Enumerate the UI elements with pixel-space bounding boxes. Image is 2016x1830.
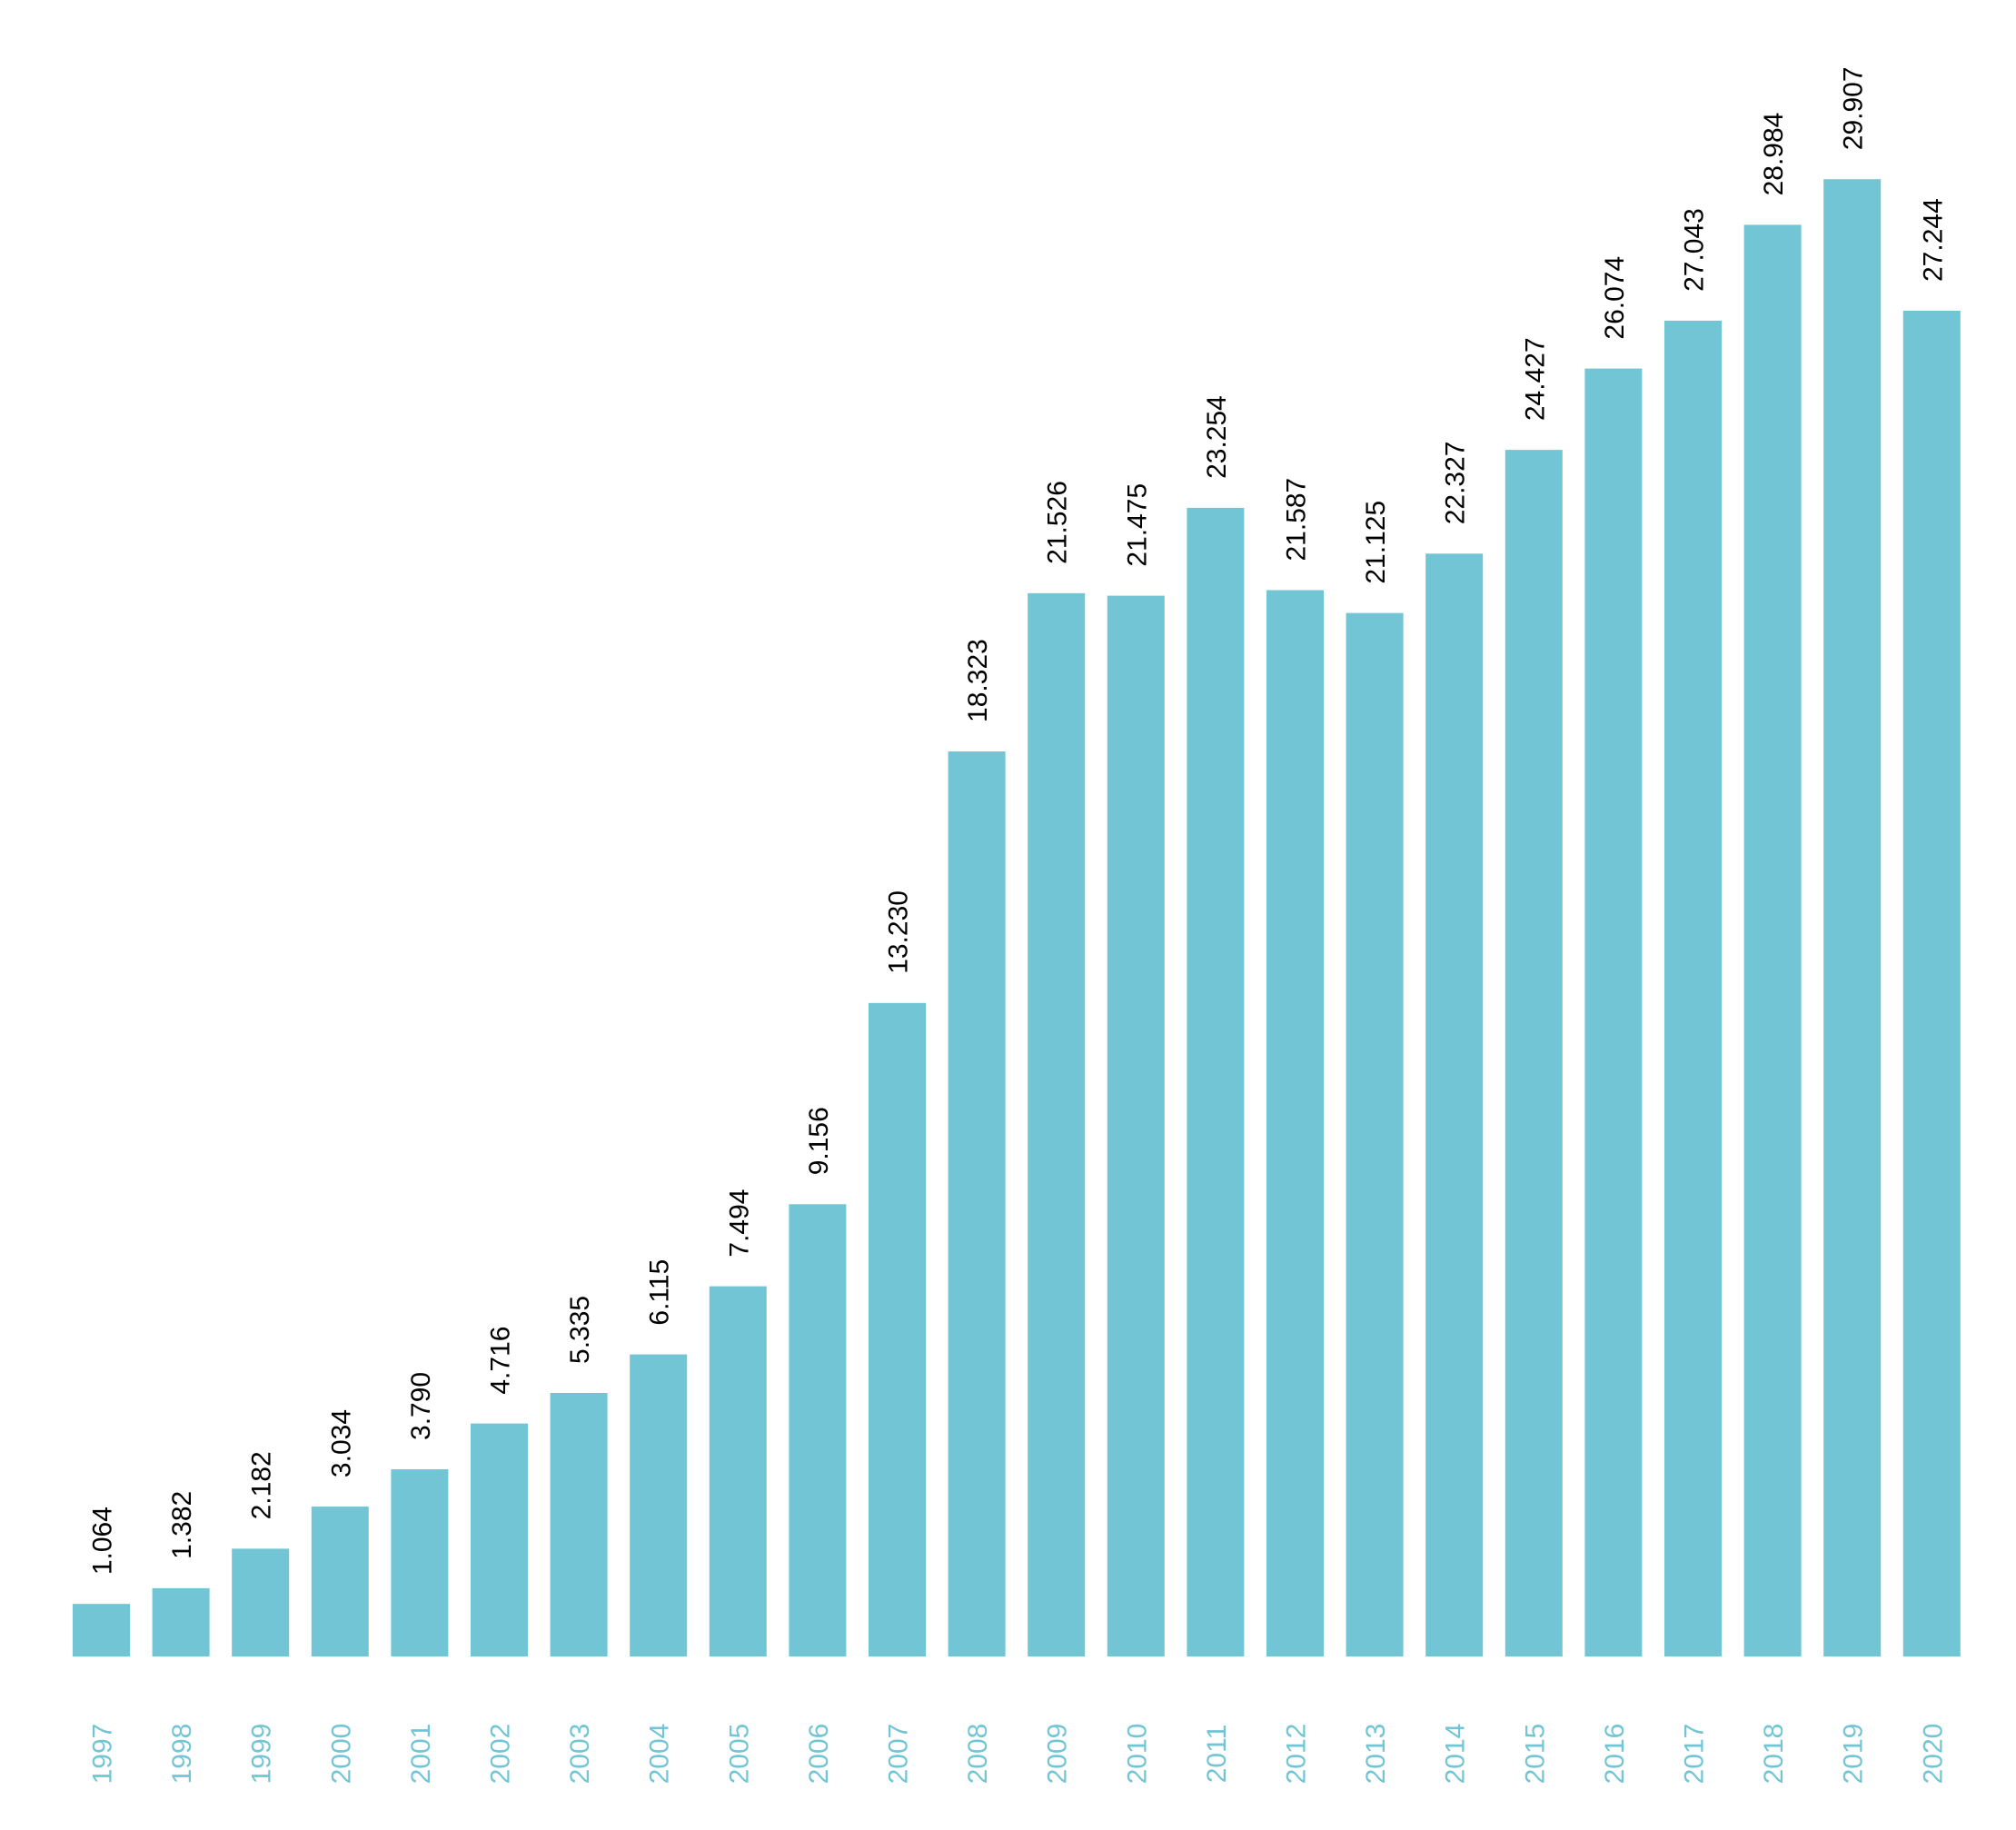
- x-tick-label-2001: 2001: [406, 1724, 436, 1785]
- bar-2008: [948, 751, 1006, 1656]
- x-tick-labels-group: 1997 1998 1999 2000 2001 2002 2003 2004 2005 2006…: [88, 1724, 1949, 1785]
- x-tick-label-2009: 2009: [1043, 1724, 1073, 1785]
- bar-2001: [391, 1468, 449, 1656]
- x-tick-label-2006: 2006: [804, 1724, 834, 1785]
- bar-2000: [311, 1507, 369, 1656]
- x-tick-label-2012: 2012: [1282, 1724, 1312, 1785]
- x-tick-label-2004: 2004: [645, 1724, 675, 1785]
- value-label-2013: 21.125: [1361, 501, 1391, 584]
- value-label-2018: 28.984: [1759, 113, 1789, 196]
- x-tick-label-2019: 2019: [1839, 1724, 1869, 1785]
- bar-1997: [73, 1604, 130, 1656]
- bar-2010: [1107, 595, 1165, 1656]
- bar-2013: [1346, 612, 1404, 1657]
- value-label-2009: 21.526: [1043, 481, 1073, 564]
- value-label-1999: 2.182: [247, 1451, 277, 1519]
- bar-1999: [232, 1548, 290, 1656]
- bar-2003: [550, 1392, 608, 1656]
- bar-2020: [1902, 310, 1961, 1656]
- x-tick-label-2007: 2007: [884, 1724, 914, 1785]
- x-tick-label-2015: 2015: [1520, 1724, 1550, 1785]
- bar-2014: [1425, 553, 1484, 1657]
- bar-2012: [1266, 590, 1324, 1656]
- x-tick-label-2002: 2002: [486, 1724, 516, 1785]
- bars-group: [73, 179, 1961, 1657]
- value-label-2001: 3.790: [406, 1372, 436, 1440]
- x-tick-label-2013: 2013: [1361, 1724, 1391, 1785]
- x-tick-label-1997: 1997: [88, 1724, 118, 1785]
- value-label-2017: 27.043: [1680, 208, 1710, 292]
- bar-2018: [1743, 224, 1802, 1656]
- bar-2004: [630, 1354, 688, 1656]
- value-label-2015: 24.427: [1520, 337, 1550, 421]
- value-label-2003: 5.335: [565, 1296, 595, 1364]
- value-label-2012: 21.587: [1282, 478, 1312, 562]
- x-tick-label-2011: 2011: [1202, 1725, 1232, 1784]
- value-label-2010: 21.475: [1122, 483, 1152, 567]
- bar-2006: [789, 1204, 847, 1656]
- value-label-2006: 9.156: [804, 1107, 834, 1175]
- value-label-2011: 23.254: [1202, 395, 1232, 479]
- x-tick-label-2003: 2003: [565, 1724, 595, 1785]
- value-label-2008: 18.323: [963, 639, 993, 722]
- value-label-2020: 27.244: [1918, 198, 1948, 282]
- x-tick-label-2010: 2010: [1122, 1724, 1152, 1785]
- value-label-2019: 29.907: [1839, 66, 1869, 150]
- value-labels-group: 1.064 1.382 2.182 3.034 3.790 4.716 5.335 6.115…: [88, 66, 1949, 1575]
- x-tick-label-2005: 2005: [724, 1724, 754, 1785]
- bar-1998: [152, 1587, 210, 1656]
- bar-2009: [1028, 592, 1086, 1656]
- value-label-2016: 26.074: [1600, 256, 1630, 340]
- bar-2015: [1505, 450, 1563, 1656]
- x-tick-label-2000: 2000: [326, 1724, 356, 1785]
- bar-2007: [869, 1002, 926, 1656]
- x-tick-label-2014: 2014: [1441, 1724, 1471, 1785]
- bar-2016: [1584, 368, 1643, 1657]
- bar-2019: [1823, 179, 1882, 1657]
- value-label-1998: 1.382: [167, 1491, 197, 1559]
- value-label-1997: 1.064: [88, 1507, 118, 1575]
- value-label-2007: 13.230: [884, 890, 914, 974]
- x-tick-label-1998: 1998: [167, 1724, 197, 1785]
- value-label-2002: 4.716: [486, 1327, 516, 1395]
- x-tick-label-2016: 2016: [1600, 1724, 1630, 1785]
- bar-2017: [1664, 320, 1722, 1656]
- x-tick-label-2008: 2008: [963, 1724, 993, 1785]
- value-label-2004: 6.115: [645, 1259, 675, 1326]
- x-tick-label-2020: 2020: [1918, 1724, 1948, 1785]
- x-tick-label-2017: 2017: [1680, 1724, 1710, 1785]
- x-tick-label-2018: 2018: [1759, 1724, 1789, 1785]
- bar-2002: [471, 1423, 528, 1656]
- bar-2005: [709, 1286, 767, 1656]
- value-label-2000: 3.034: [326, 1409, 356, 1477]
- bar-2011: [1187, 507, 1245, 1656]
- value-label-2005: 7.494: [724, 1189, 754, 1258]
- x-tick-label-1999: 1999: [247, 1724, 277, 1785]
- value-label-2014: 22.327: [1441, 442, 1471, 525]
